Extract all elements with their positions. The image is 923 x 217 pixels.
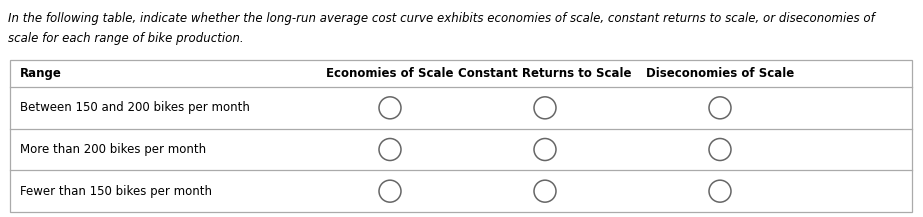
- Ellipse shape: [534, 138, 556, 161]
- Text: Economies of Scale: Economies of Scale: [326, 67, 454, 80]
- Text: More than 200 bikes per month: More than 200 bikes per month: [20, 143, 206, 156]
- Ellipse shape: [709, 138, 731, 161]
- Text: Diseconomies of Scale: Diseconomies of Scale: [646, 67, 794, 80]
- Ellipse shape: [709, 180, 731, 202]
- Ellipse shape: [709, 97, 731, 119]
- Text: Constant Returns to Scale: Constant Returns to Scale: [458, 67, 631, 80]
- Ellipse shape: [534, 97, 556, 119]
- Text: scale for each range of bike production.: scale for each range of bike production.: [8, 32, 244, 45]
- Ellipse shape: [534, 180, 556, 202]
- Text: In the following table, indicate whether the long-run average cost curve exhibit: In the following table, indicate whether…: [8, 12, 875, 25]
- Text: Fewer than 150 bikes per month: Fewer than 150 bikes per month: [20, 185, 212, 198]
- Text: Range: Range: [20, 67, 62, 80]
- Ellipse shape: [379, 138, 401, 161]
- Ellipse shape: [379, 180, 401, 202]
- Text: Between 150 and 200 bikes per month: Between 150 and 200 bikes per month: [20, 101, 250, 114]
- Ellipse shape: [379, 97, 401, 119]
- Bar: [10, 60, 912, 212]
